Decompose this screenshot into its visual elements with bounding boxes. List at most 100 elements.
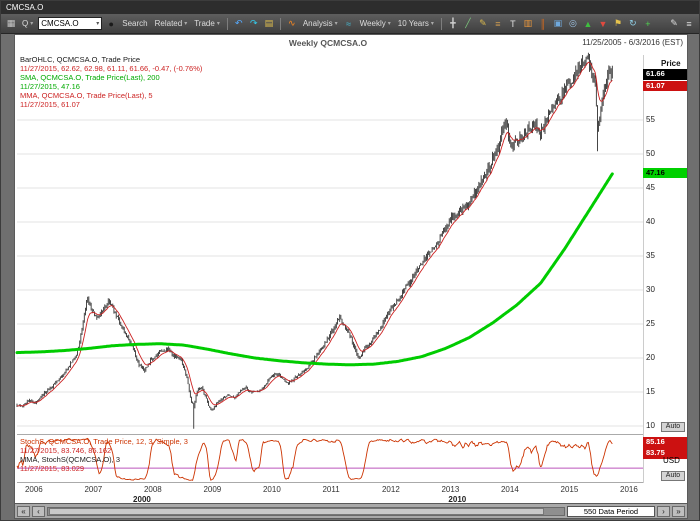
title-bar: CMCSA.O (1, 1, 699, 14)
interval-selector[interactable]: Weekly ▾ (358, 19, 393, 28)
range-selector[interactable]: 10 Years ▾ (396, 19, 436, 28)
toolbar-separator (279, 17, 281, 30)
legend-line: 11/27/2015, 62.62, 62.98, 61.11, 61.66, … (20, 64, 203, 73)
decade-label: 2000 (133, 494, 151, 504)
price-tick-label: 30 (646, 285, 655, 294)
chart-plot-area[interactable] (15, 35, 687, 503)
last-price-tag: 61.66 (643, 69, 687, 80)
bottom-scrollbar: « ‹ 550 Data Period › » (14, 504, 688, 519)
wave-icon[interactable]: ≈ (346, 18, 352, 29)
scroll-far-right-button[interactable]: » (672, 505, 685, 517)
legend-line: 11/27/2015, 47.16 (20, 82, 80, 91)
quote-selector-label: Q (22, 19, 29, 28)
search-icon[interactable]: ● (108, 18, 114, 29)
quote-selector[interactable]: Q ▾ (20, 19, 35, 28)
scroll-right-button[interactable]: › (657, 505, 670, 517)
signal-up-icon[interactable]: ▲ (583, 18, 593, 29)
interval-selector-label: Weekly (359, 19, 386, 28)
analysis-icon[interactable]: ∿ (288, 18, 296, 28)
chart-title: Weekly QCMCSA.O (288, 38, 368, 48)
trade-menu-label: Trade (194, 19, 215, 28)
price-tick-label: 25 (646, 319, 655, 328)
dropdown-caret-icon: ▾ (430, 21, 434, 27)
chart-type-icon[interactable]: ▥ (523, 18, 533, 28)
stoch-legend: StochS, QCMCSA.O, Trade Price, 12, 3, Si… (20, 437, 188, 473)
scrollbar-track[interactable] (47, 506, 565, 516)
symbol-value: CMCSA.O (41, 19, 79, 28)
symbol-input[interactable]: CMCSA.O ▾ (38, 17, 103, 30)
year-label: 2016 (620, 485, 638, 494)
auto-scale-main-button[interactable]: Auto (661, 422, 685, 432)
overlay-icon[interactable]: ▣ (553, 18, 563, 28)
legend-line: MMA, QCMCSA.O, Trade Price(Last), 5 (20, 91, 153, 100)
mma-price-tag: 61.07 (643, 80, 687, 91)
scroll-far-left-button[interactable]: « (17, 505, 30, 517)
year-label: 2008 (143, 485, 162, 494)
chart-panel: Weekly QCMCSA.O 11/25/2005 - 6/3/2016 (E… (14, 34, 688, 504)
fibonacci-tool-icon[interactable]: ≡ (495, 18, 501, 29)
add-study-icon[interactable]: + (645, 18, 651, 29)
refresh-icon[interactable]: ↻ (629, 18, 637, 28)
scroll-left-button[interactable]: ‹ (32, 505, 45, 517)
year-label: 2015 (560, 485, 579, 494)
signal-down-icon[interactable]: ▼ (598, 18, 608, 29)
symbol-dropdown-icon[interactable]: ▾ (96, 21, 100, 27)
price-axis-title: Price (661, 59, 681, 68)
dropdown-caret-icon: ▾ (216, 21, 220, 27)
candlestick-icon[interactable]: ║ (539, 18, 547, 29)
stoch-k-tag: 83.75 (643, 448, 687, 459)
legend-line: MMA, StochS(QCMCSA.O), 3 (20, 455, 121, 464)
toolbar-separator (226, 17, 228, 30)
year-label: 2011 (322, 485, 340, 494)
text-annotation-icon[interactable]: T (510, 18, 516, 29)
currency-label: USD (663, 456, 680, 465)
year-label: 2007 (84, 485, 103, 494)
analysis-menu-label: Analysis (302, 19, 333, 28)
stoch-d-tag: 85.16 (643, 437, 687, 448)
folder-icon[interactable]: ▤ (264, 18, 274, 28)
year-label: 2009 (203, 485, 222, 494)
sma-price-tag: 47.16 (643, 167, 687, 179)
app-icon[interactable]: ▦ (6, 18, 16, 28)
data-period-box[interactable]: 550 Data Period (567, 505, 655, 517)
price-tick-label: 20 (646, 353, 655, 362)
edit-icon[interactable]: ✎ (670, 18, 678, 28)
legend-line: 11/27/2015, 83.029 (20, 464, 85, 473)
dropdown-caret-icon: ▾ (387, 21, 391, 27)
legend-line: BarOHLC, QCMCSA.O, Trade Price (20, 55, 141, 64)
year-label: 2012 (381, 485, 400, 494)
legend-line: StochS, QCMCSA.O, Trade Price, 12, 3, Si… (20, 437, 188, 446)
legend-line: 11/27/2015, 83.746, 85.162 (20, 446, 112, 455)
drawing-tools-icon[interactable]: ✎ (479, 18, 487, 28)
scrollbar-thumb[interactable] (49, 507, 545, 515)
trade-menu[interactable]: Trade ▾ (192, 19, 222, 28)
menu-icon[interactable]: ≡ (686, 18, 692, 29)
price-tick-label: 50 (646, 149, 655, 158)
related-menu-label: Related (154, 19, 183, 28)
trendline-tool-icon[interactable]: ╱ (465, 18, 471, 28)
chart-date-range: 11/25/2005 - 6/3/2016 (EST) (582, 38, 683, 47)
price-tick-label: 45 (646, 183, 655, 192)
auto-scale-stoch-button[interactable]: Auto (661, 471, 685, 481)
redo-icon[interactable]: ↷ (250, 18, 258, 28)
toolbar: ▦ Q ▾ CMCSA.O ▾ ● Search Related ▾ Trade ▾ ↶ ↷ ▤ ∿ Anal… (1, 14, 699, 34)
flag-tool-icon[interactable]: ⚑ (613, 18, 622, 28)
cursor-tool-icon[interactable]: ╋ (450, 18, 456, 28)
legend-line: 11/27/2015, 61.07 (20, 100, 80, 109)
analysis-menu[interactable]: Analysis ▾ (301, 19, 340, 28)
search-button[interactable]: Search (120, 19, 149, 28)
search-button-label: Search (122, 19, 148, 28)
chart-header: Weekly QCMCSA.O 11/25/2005 - 6/3/2016 (E… (15, 38, 687, 49)
dropdown-caret-icon: ▾ (334, 21, 338, 27)
main-legend: BarOHLC, QCMCSA.O, Trade Price 11/27/2015… (20, 55, 202, 109)
zoom-tool-icon[interactable]: ◎ (568, 18, 577, 28)
decade-label: 2010 (448, 494, 467, 504)
year-label: 2014 (500, 485, 519, 494)
range-selector-label: 10 Years (397, 19, 429, 28)
related-menu[interactable]: Related ▾ (153, 19, 190, 28)
price-tick-label: 10 (646, 421, 655, 430)
legend-line: SMA, QCMCSA.O, Trade Price(Last), 200 (20, 73, 160, 82)
year-label: 2006 (24, 485, 43, 494)
undo-icon[interactable]: ↶ (235, 18, 243, 28)
